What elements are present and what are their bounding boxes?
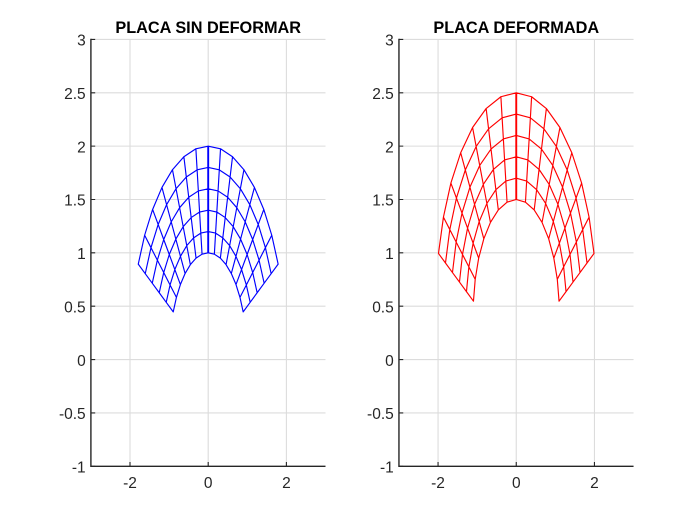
svg-text:0: 0 xyxy=(512,475,521,492)
svg-text:2: 2 xyxy=(77,139,86,156)
svg-text:0: 0 xyxy=(204,475,213,492)
svg-text:-2: -2 xyxy=(431,475,445,492)
svg-text:1: 1 xyxy=(385,246,394,263)
svg-text:-1: -1 xyxy=(72,460,86,477)
svg-text:2: 2 xyxy=(590,475,599,492)
svg-text:0.5: 0.5 xyxy=(372,299,394,316)
svg-text:2: 2 xyxy=(385,139,394,156)
svg-text:2.5: 2.5 xyxy=(64,86,86,103)
svg-text:3: 3 xyxy=(77,33,86,50)
svg-text:-0.5: -0.5 xyxy=(59,406,86,423)
svg-text:0: 0 xyxy=(385,353,394,370)
svg-text:3: 3 xyxy=(385,33,394,50)
svg-text:-2: -2 xyxy=(123,475,137,492)
svg-text:0: 0 xyxy=(77,353,86,370)
svg-text:2: 2 xyxy=(282,475,291,492)
svg-text:-0.5: -0.5 xyxy=(367,406,394,423)
svg-text:1: 1 xyxy=(77,246,86,263)
svg-text:1.5: 1.5 xyxy=(64,193,86,210)
svg-text:1.5: 1.5 xyxy=(372,193,394,210)
svg-text:PLACA SIN DEFORMAR: PLACA SIN DEFORMAR xyxy=(115,19,301,37)
svg-text:2.5: 2.5 xyxy=(372,86,394,103)
svg-text:PLACA DEFORMADA: PLACA DEFORMADA xyxy=(433,19,599,37)
svg-text:-1: -1 xyxy=(380,460,394,477)
svg-text:0.5: 0.5 xyxy=(64,299,86,316)
